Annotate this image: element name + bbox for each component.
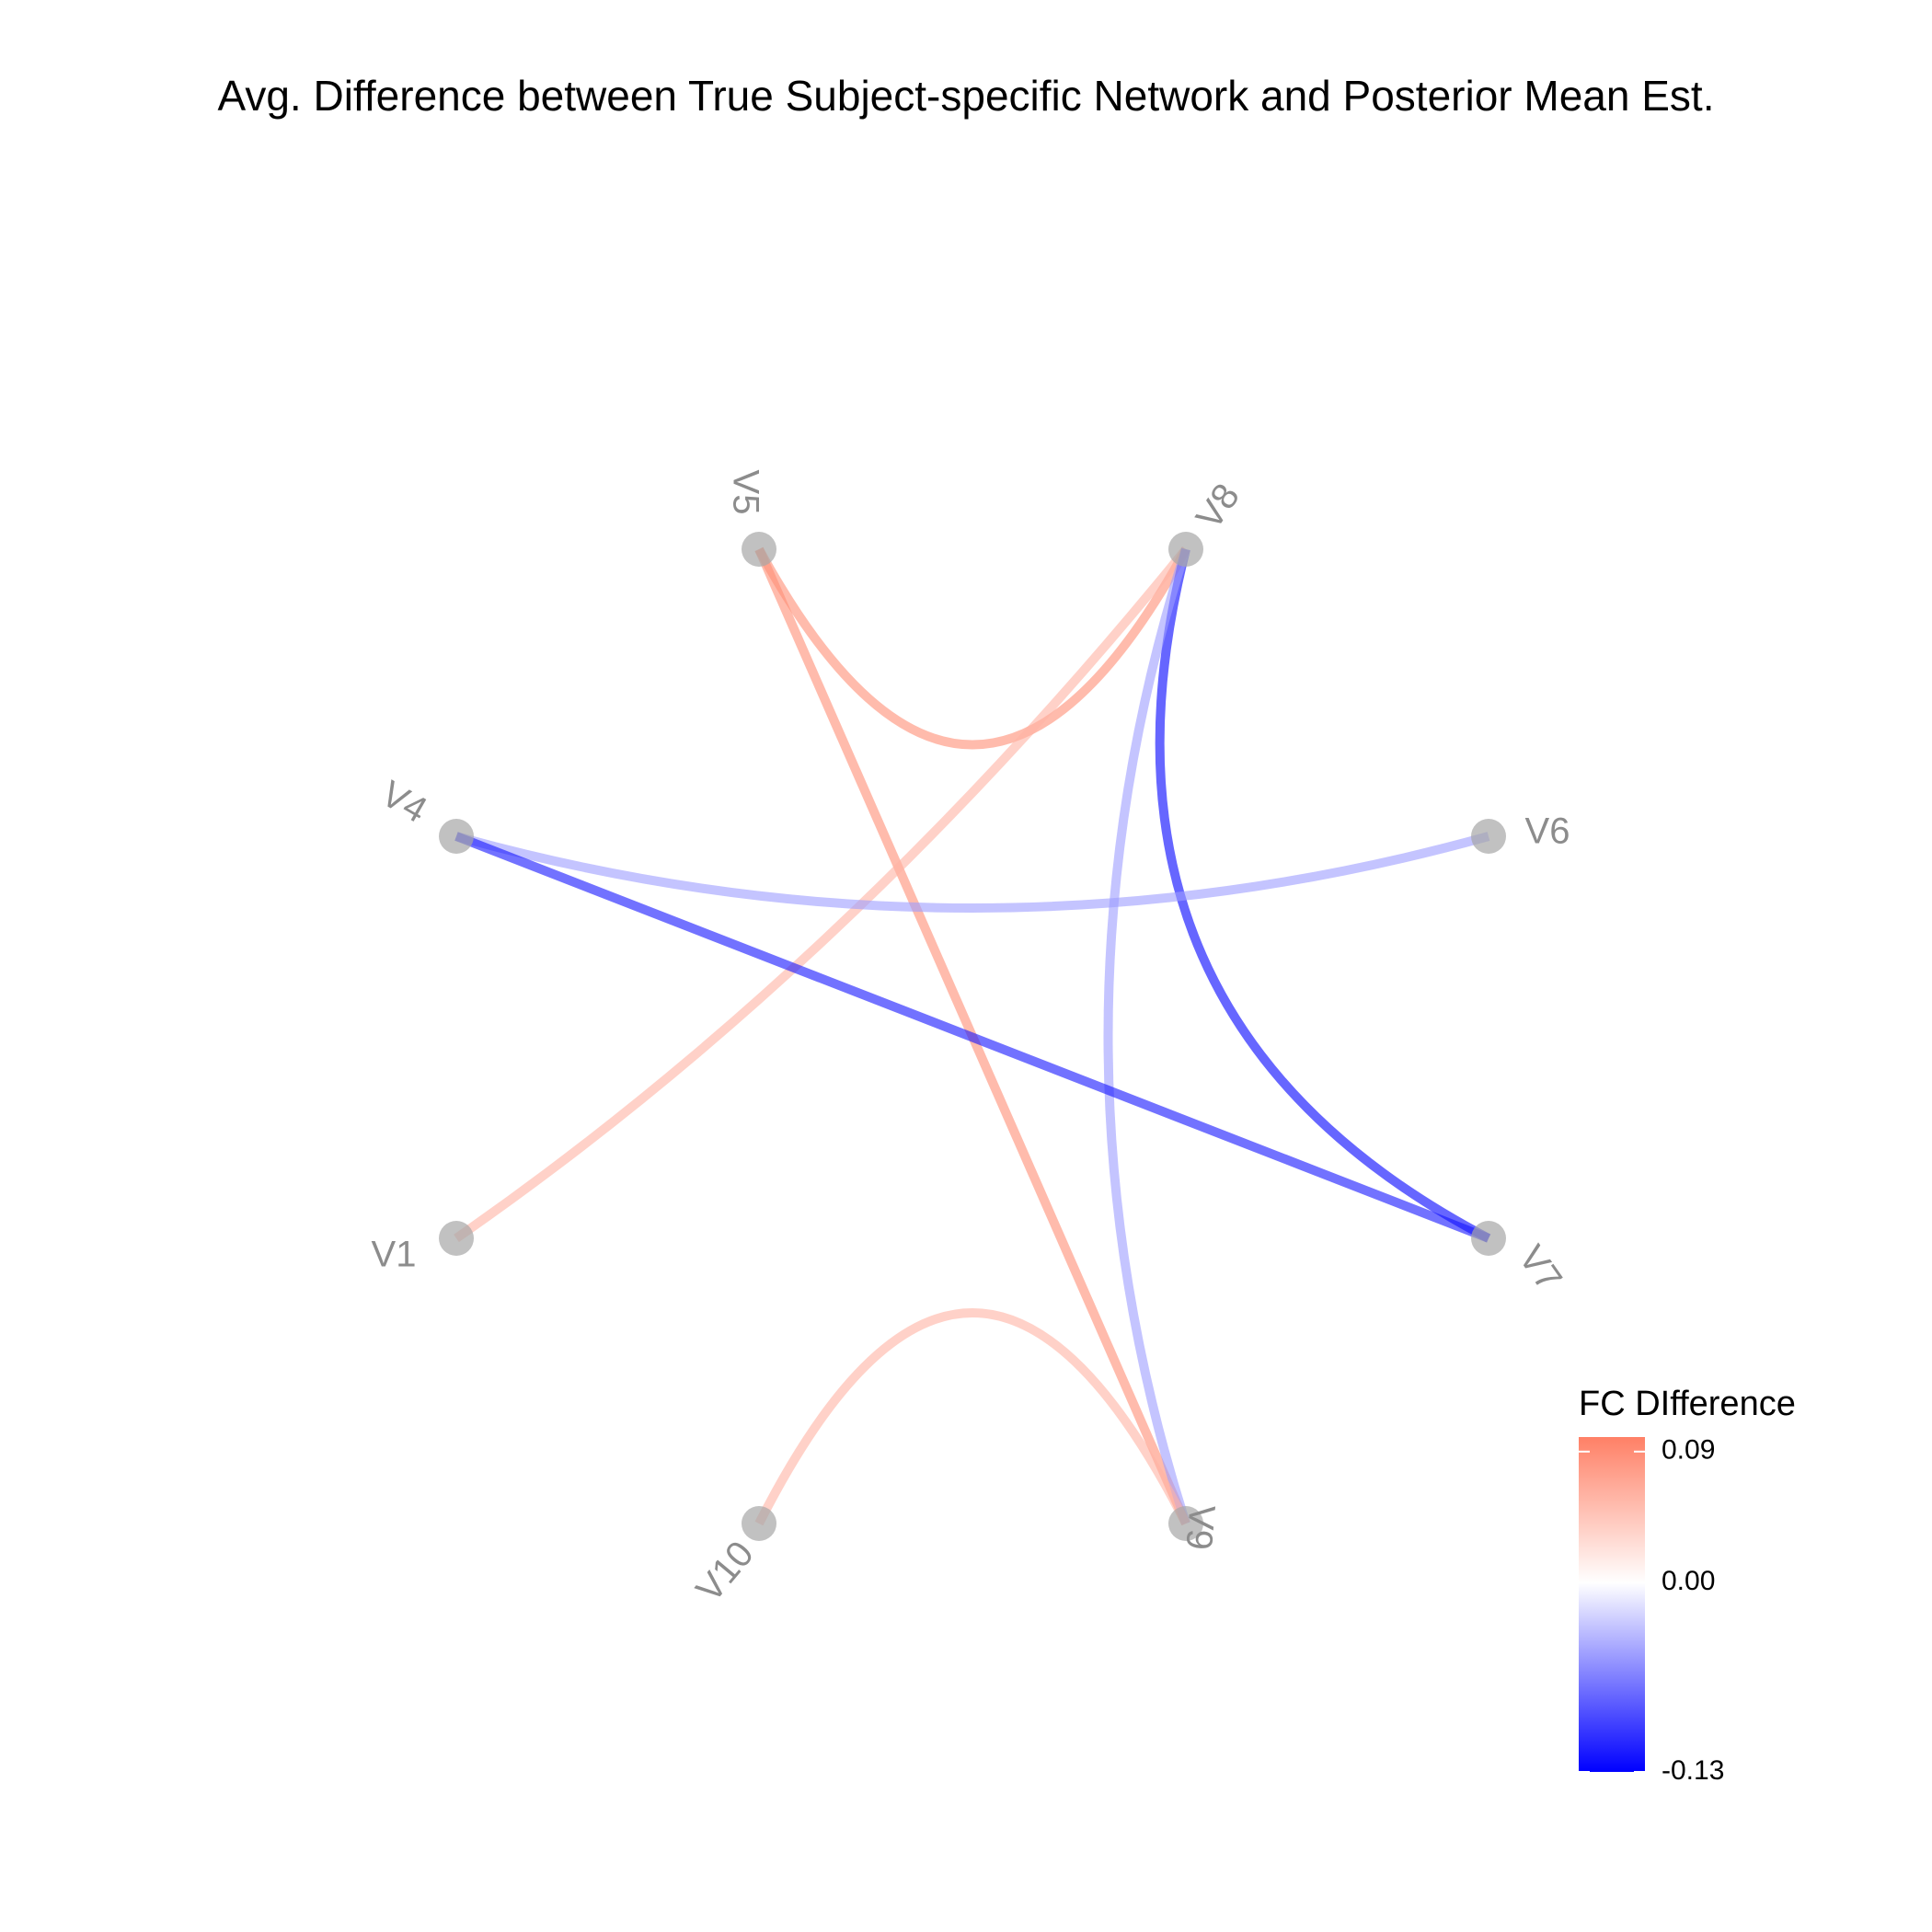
legend-ticks: 0.09 0.00 -0.13 <box>1579 1435 1724 1786</box>
edge-v8-v9 <box>1103 547 1190 1525</box>
node-v4 <box>439 819 474 854</box>
node-label-v4: V4 <box>374 774 433 832</box>
node-v10 <box>742 1506 776 1541</box>
node-v7 <box>1471 1221 1506 1256</box>
node-label-v8: V8 <box>1189 477 1248 536</box>
edge-v4-v6 <box>454 832 1490 913</box>
node-label-v6: V6 <box>1525 811 1570 852</box>
node-v5 <box>742 532 776 567</box>
chart-title: Avg. Difference between True Subject-spe… <box>218 72 1715 120</box>
legend: FC DIfference 0.09 0.00 -0.13 <box>1579 1385 1796 1786</box>
edge-v10-v9 <box>754 1308 1190 1526</box>
node-layer <box>439 532 1506 1541</box>
node-label-v7: V7 <box>1511 1238 1570 1298</box>
node-v8 <box>1168 532 1203 567</box>
legend-tick-label: 0.00 <box>1662 1566 1715 1596</box>
legend-tick-label: -0.13 <box>1662 1755 1724 1786</box>
node-v9 <box>1168 1506 1203 1541</box>
legend-colorbar <box>1579 1437 1645 1772</box>
legend-tick-label: 0.09 <box>1662 1435 1715 1466</box>
edge-v8-v7 <box>1155 547 1491 1243</box>
node-label-v5: V5 <box>725 470 765 515</box>
edge-v5-v8 <box>754 546 1190 750</box>
node-label-v1: V1 <box>372 1235 417 1275</box>
node-label-v10: V10 <box>688 1534 761 1610</box>
edge-layer <box>454 546 1491 1526</box>
node-v6 <box>1471 819 1506 854</box>
edge-v4-v7 <box>454 832 1490 1243</box>
edge-v8-v1 <box>454 546 1190 1243</box>
node-label-v9: V9 <box>1178 1503 1222 1552</box>
node-v1 <box>439 1221 474 1256</box>
legend-title: FC DIfference <box>1579 1385 1796 1423</box>
